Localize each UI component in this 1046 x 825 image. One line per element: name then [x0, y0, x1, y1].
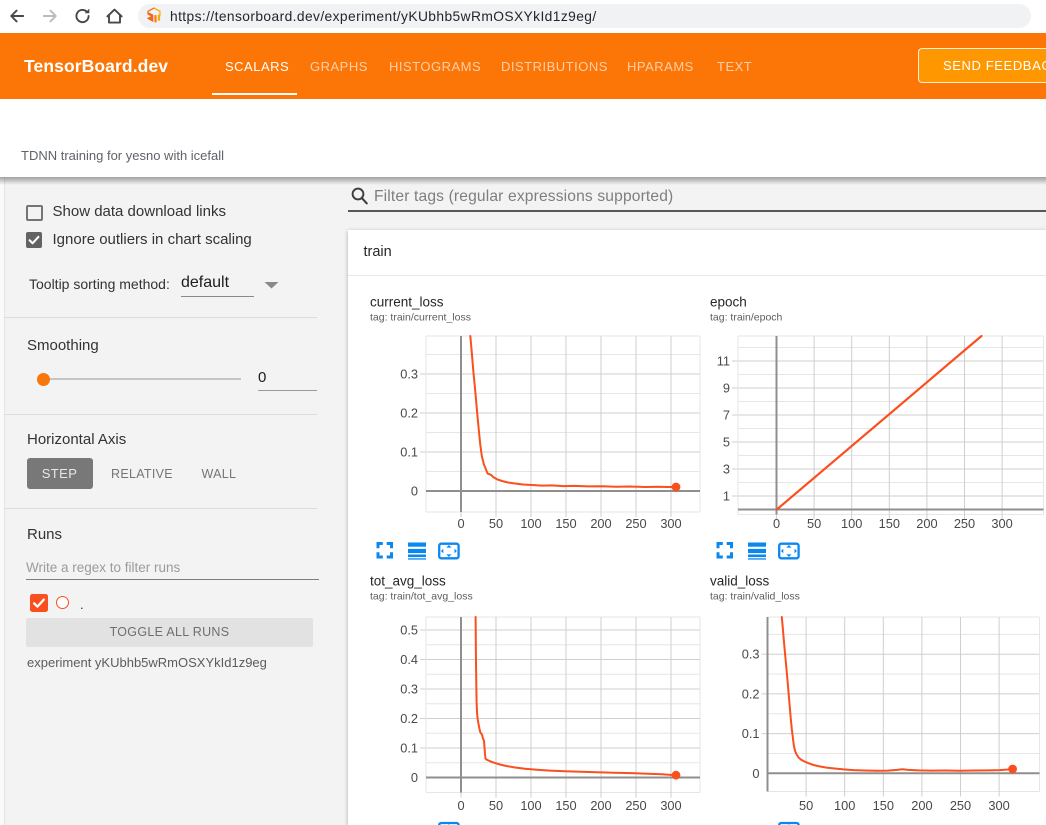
svg-text:11: 11 — [717, 354, 730, 369]
svg-text:200: 200 — [590, 798, 611, 813]
svg-text:150: 150 — [879, 516, 900, 531]
svg-text:tot_avg_loss: tot_avg_loss — [370, 574, 446, 589]
svg-text:50: 50 — [489, 516, 503, 531]
svg-text:100: 100 — [841, 516, 862, 531]
svg-text:5: 5 — [723, 435, 730, 450]
svg-text:250: 250 — [625, 516, 646, 531]
svg-text:0: 0 — [773, 516, 780, 531]
svg-text:tag: train/current_loss: tag: train/current_loss — [370, 312, 471, 324]
svg-text:0.3: 0.3 — [742, 647, 760, 662]
svg-text:0.2: 0.2 — [400, 406, 418, 421]
svg-text:0.2: 0.2 — [742, 686, 760, 701]
svg-text:tag: train/tot_avg_loss: tag: train/tot_avg_loss — [370, 591, 473, 603]
svg-text:200: 200 — [911, 798, 932, 813]
svg-text:100: 100 — [520, 798, 541, 813]
svg-text:0.2: 0.2 — [400, 711, 418, 726]
svg-text:150: 150 — [873, 798, 894, 813]
svg-text:300: 300 — [660, 798, 681, 813]
svg-text:100: 100 — [520, 516, 541, 531]
svg-text:300: 300 — [988, 798, 1009, 813]
svg-text:0.5: 0.5 — [400, 623, 418, 638]
svg-text:250: 250 — [625, 798, 646, 813]
svg-text:0: 0 — [457, 798, 464, 813]
svg-text:1: 1 — [723, 489, 730, 504]
svg-text:200: 200 — [916, 516, 937, 531]
svg-text:0: 0 — [411, 770, 418, 785]
svg-text:0.3: 0.3 — [400, 367, 418, 382]
svg-text:300: 300 — [660, 516, 681, 531]
svg-text:0.3: 0.3 — [400, 682, 418, 697]
svg-text:250: 250 — [950, 798, 971, 813]
svg-text:valid_loss: valid_loss — [710, 574, 770, 589]
svg-text:50: 50 — [799, 798, 813, 813]
svg-text:0.1: 0.1 — [742, 726, 760, 741]
svg-text:epoch: epoch — [710, 295, 747, 310]
svg-text:150: 150 — [555, 516, 576, 531]
svg-text:3: 3 — [723, 462, 730, 477]
svg-text:250: 250 — [954, 516, 975, 531]
svg-text:current_loss: current_loss — [370, 295, 444, 310]
svg-text:tag: train/valid_loss: tag: train/valid_loss — [710, 591, 800, 603]
svg-text:300: 300 — [991, 516, 1012, 531]
svg-text:50: 50 — [807, 516, 821, 531]
svg-text:9: 9 — [723, 381, 730, 396]
svg-text:0: 0 — [457, 516, 464, 531]
svg-text:50: 50 — [489, 798, 503, 813]
svg-text:100: 100 — [834, 798, 855, 813]
svg-text:tag: train/epoch: tag: train/epoch — [710, 312, 783, 324]
svg-text:0: 0 — [752, 766, 759, 781]
svg-text:0: 0 — [411, 484, 418, 499]
svg-text:150: 150 — [555, 798, 576, 813]
svg-text:0.4: 0.4 — [400, 652, 418, 667]
svg-text:0.1: 0.1 — [400, 741, 418, 756]
svg-text:7: 7 — [723, 408, 730, 423]
svg-text:0.1: 0.1 — [400, 445, 418, 460]
svg-text:200: 200 — [590, 516, 611, 531]
